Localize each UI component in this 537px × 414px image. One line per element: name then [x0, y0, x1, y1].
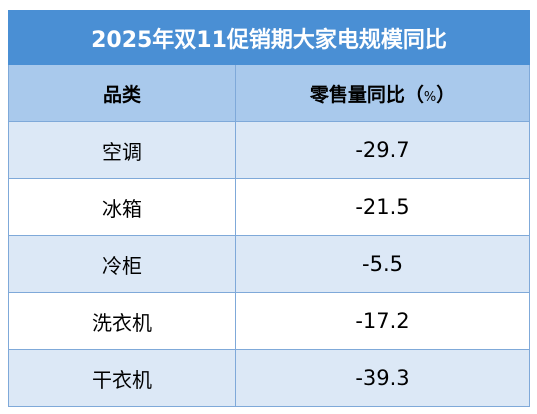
value-cell: -21.5: [234, 178, 531, 236]
table-row: 冰箱 -21.5: [8, 178, 531, 236]
category-cell: 干衣机: [8, 349, 236, 407]
column-header-category: 品类: [8, 64, 236, 122]
table-row: 洗衣机 -17.2: [8, 292, 531, 350]
value-cell: -39.3: [234, 349, 531, 407]
table-row: 空调 -29.7: [8, 121, 531, 179]
yoy-table: 2025年双11促销期大家电规模同比 品类 零售量同比（%） 空调 -29.7 …: [7, 10, 531, 407]
value-cell: -17.2: [234, 292, 531, 350]
value-cell: -29.7: [234, 121, 531, 179]
category-cell: 空调: [8, 121, 236, 179]
data-table-container: 2025年双11促销期大家电规模同比 品类 零售量同比（%） 空调 -29.7 …: [7, 10, 531, 407]
table-row: 冷柜 -5.5: [8, 235, 531, 293]
table-title: 2025年双11促销期大家电规模同比: [7, 10, 531, 65]
value-cell: -5.5: [234, 235, 531, 293]
column-header-yoy-unit: %: [423, 89, 437, 105]
category-cell: 冰箱: [8, 178, 236, 236]
category-cell: 冷柜: [8, 235, 236, 293]
column-header-yoy-close: ）: [436, 83, 456, 106]
column-header-yoy: 零售量同比（%）: [234, 64, 531, 122]
column-header-yoy-label: 零售量同比（: [309, 83, 424, 106]
table-row: 干衣机 -39.3: [8, 349, 531, 407]
category-cell: 洗衣机: [8, 292, 236, 350]
